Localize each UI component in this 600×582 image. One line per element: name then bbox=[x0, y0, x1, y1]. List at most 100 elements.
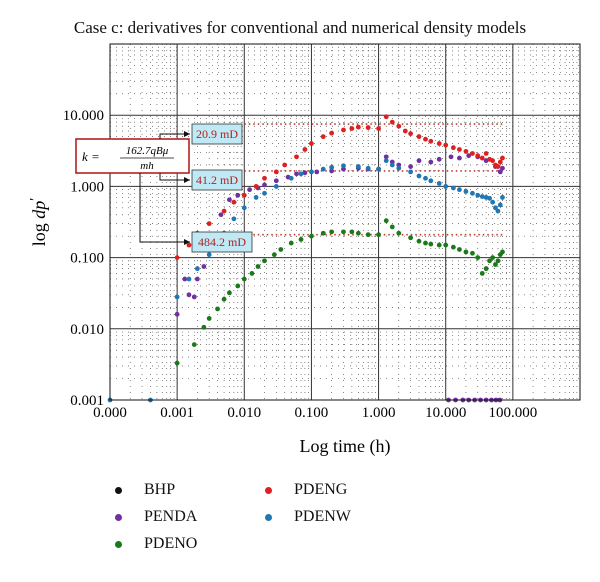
data-point bbox=[174, 255, 180, 260]
data-point bbox=[389, 162, 395, 168]
data-point bbox=[479, 155, 485, 161]
data-point bbox=[428, 138, 434, 144]
y-axis-label-prime: ′ bbox=[28, 198, 43, 201]
data-point bbox=[298, 171, 304, 177]
data-point bbox=[355, 124, 361, 130]
data-point bbox=[495, 208, 501, 214]
annotation-arrow bbox=[159, 133, 190, 139]
minor-grid bbox=[110, 44, 580, 400]
data-point bbox=[457, 247, 462, 252]
data-point bbox=[262, 190, 267, 196]
data-point bbox=[475, 153, 481, 159]
data-point bbox=[320, 230, 326, 236]
x-tick-label: 10.000 bbox=[425, 405, 466, 421]
data-point bbox=[423, 175, 428, 181]
data-point bbox=[206, 315, 212, 321]
data-point bbox=[416, 238, 422, 244]
data-point bbox=[470, 190, 475, 196]
data-point bbox=[329, 130, 335, 136]
series-pdeno bbox=[174, 218, 505, 366]
data-point bbox=[349, 126, 355, 131]
y-axis-ticks: 0.001 0.010 0.100 1.000 10.000 bbox=[63, 108, 104, 409]
formula-lhs: k = bbox=[82, 149, 100, 164]
data-point bbox=[497, 169, 503, 175]
data-point bbox=[396, 123, 402, 129]
x-tick-label: 0.001 bbox=[160, 405, 194, 421]
x-tick-label: 1.000 bbox=[362, 405, 396, 421]
y-tick-label: 0.100 bbox=[70, 251, 104, 267]
data-point bbox=[490, 255, 496, 260]
data-point bbox=[174, 311, 180, 317]
annotation-box bbox=[191, 123, 243, 145]
data-point bbox=[396, 165, 402, 171]
data-point bbox=[408, 169, 414, 175]
data-point bbox=[428, 178, 434, 184]
data-point bbox=[408, 235, 414, 241]
data-point bbox=[221, 296, 227, 302]
data-point bbox=[423, 136, 428, 142]
data-point bbox=[463, 149, 469, 154]
data-point bbox=[376, 232, 381, 238]
data-point bbox=[436, 242, 442, 248]
data-point bbox=[457, 147, 462, 152]
data-point bbox=[493, 262, 498, 267]
data-point bbox=[273, 169, 279, 175]
data-point bbox=[383, 114, 389, 120]
data-point bbox=[309, 141, 314, 146]
annotation-label: 484.2 mD bbox=[198, 235, 246, 249]
data-point bbox=[457, 187, 462, 193]
data-point bbox=[174, 360, 180, 366]
data-point bbox=[226, 290, 232, 296]
data-point bbox=[428, 159, 434, 165]
data-point bbox=[298, 237, 304, 242]
data-point bbox=[262, 258, 267, 264]
data-point bbox=[215, 306, 220, 312]
data-point bbox=[416, 173, 422, 179]
data-point bbox=[206, 221, 212, 227]
data-point bbox=[475, 192, 481, 198]
data-point bbox=[383, 158, 389, 164]
chart-title: Case c: derivatives for conventional and… bbox=[73, 18, 527, 37]
data-point bbox=[483, 266, 489, 272]
data-point bbox=[329, 164, 335, 170]
arrow-head bbox=[184, 131, 190, 137]
data-point bbox=[282, 162, 288, 168]
data-point bbox=[479, 194, 485, 199]
data-point bbox=[483, 151, 489, 156]
data-point bbox=[383, 218, 389, 224]
data-point bbox=[365, 165, 371, 171]
data-point bbox=[288, 240, 294, 246]
data-point bbox=[241, 276, 247, 282]
formula-box: k = 162.7qBμ mh bbox=[75, 138, 190, 174]
data-point bbox=[475, 255, 481, 260]
data-point bbox=[218, 212, 224, 218]
data-point bbox=[487, 258, 492, 264]
data-point bbox=[436, 181, 442, 186]
data-point bbox=[389, 224, 395, 230]
data-point bbox=[416, 134, 422, 140]
annotations: 20.9 mD 41.2 mD 484.2 mD bbox=[139, 123, 253, 253]
y-axis-label-var: dp bbox=[29, 201, 49, 219]
data-point bbox=[443, 242, 449, 248]
data-point bbox=[450, 185, 456, 191]
data-point bbox=[479, 270, 485, 276]
data-point bbox=[428, 241, 434, 247]
arrow-head bbox=[184, 177, 190, 183]
data-point bbox=[341, 229, 346, 235]
data-point bbox=[278, 247, 284, 252]
data-point bbox=[191, 294, 197, 300]
data-point bbox=[314, 169, 320, 175]
data-point bbox=[309, 169, 314, 175]
data-point bbox=[495, 258, 501, 264]
data-point bbox=[273, 178, 279, 184]
data-point bbox=[436, 156, 442, 162]
data-point bbox=[383, 154, 389, 160]
data-point bbox=[497, 202, 503, 208]
data-point bbox=[302, 147, 308, 152]
svg-text:log dp′: log dp′ bbox=[28, 198, 49, 247]
data-point bbox=[320, 166, 326, 172]
series-pdeng bbox=[174, 114, 505, 260]
data-point bbox=[349, 229, 355, 235]
data-point bbox=[294, 154, 299, 160]
data-point bbox=[241, 205, 247, 211]
